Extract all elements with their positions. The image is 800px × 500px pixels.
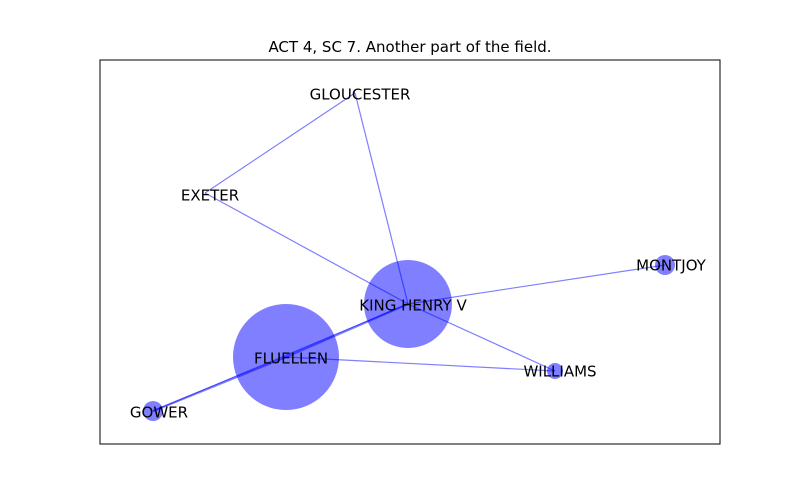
node-gower xyxy=(143,401,163,421)
node-king-henry-v xyxy=(364,260,452,348)
node-label-fluellen: FLUELLEN xyxy=(254,350,328,368)
plot-frame xyxy=(99,59,721,445)
node-label-gloucester: GLOUCESTER xyxy=(310,86,411,104)
diagram-title: ACT 4, SC 7. Another part of the field. xyxy=(268,38,551,56)
node-label-williams: WILLIAMS xyxy=(523,363,596,381)
node-label-king-henry-v: KING HENRY V xyxy=(359,297,467,315)
node-fluellen xyxy=(233,304,339,410)
node-label-montjoy: MONTJOY xyxy=(636,257,707,275)
node-label-exeter: EXETER xyxy=(181,187,239,205)
node-montjoy xyxy=(655,255,675,275)
node-williams xyxy=(547,363,563,379)
edge-gloucester-exeter xyxy=(204,92,356,194)
node-label-gower: GOWER xyxy=(130,404,188,422)
label-layer: GLOUCESTER EXETER MONTJOY KING HENRY V FLUEL… xyxy=(130,86,707,422)
node-layer xyxy=(143,255,675,421)
